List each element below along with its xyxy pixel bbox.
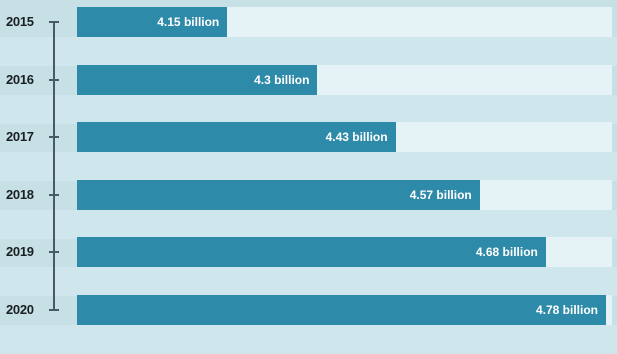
background-stripe [0, 94, 617, 124]
bar-2017 [77, 122, 396, 153]
background-stripe [0, 37, 617, 66]
timeline-tick [49, 136, 59, 139]
background-stripe [0, 152, 617, 182]
year-label: 2020 [6, 302, 34, 317]
year-label: 2018 [6, 186, 34, 202]
timeline-tick [49, 251, 59, 254]
background-stripe [0, 267, 617, 297]
bar-2019 [77, 237, 546, 268]
bar-value-label: 4.68 billion [475, 245, 538, 260]
timeline-tick [49, 78, 59, 81]
background-stripe [0, 325, 617, 354]
bar-value-label: 4.57 billion [409, 187, 472, 202]
timeline-tick [49, 309, 59, 311]
bar-value-label: 4.78 billion [535, 303, 598, 317]
timeline-tick [49, 193, 59, 196]
horizontal-bar-chart: 2015 4.15 billion 2016 4.3 billion 2017 4.43 … [0, 7, 617, 325]
background-stripe [0, 209, 617, 239]
year-label: 2016 [6, 71, 34, 87]
timeline-tick [49, 21, 59, 23]
bar-2015 [77, 7, 228, 37]
timeline-axis [53, 22, 55, 310]
bar-2020 [77, 295, 606, 325]
year-label: 2017 [6, 129, 34, 145]
bar-value-label: 4.15 billion [157, 15, 220, 29]
bar-value-label: 4.43 billion [325, 130, 388, 145]
year-label: 2019 [6, 244, 34, 260]
bar-value-label: 4.3 billion [254, 72, 310, 87]
year-label: 2015 [6, 14, 34, 29]
bar-2016 [77, 64, 318, 95]
bar-2018 [77, 179, 480, 210]
